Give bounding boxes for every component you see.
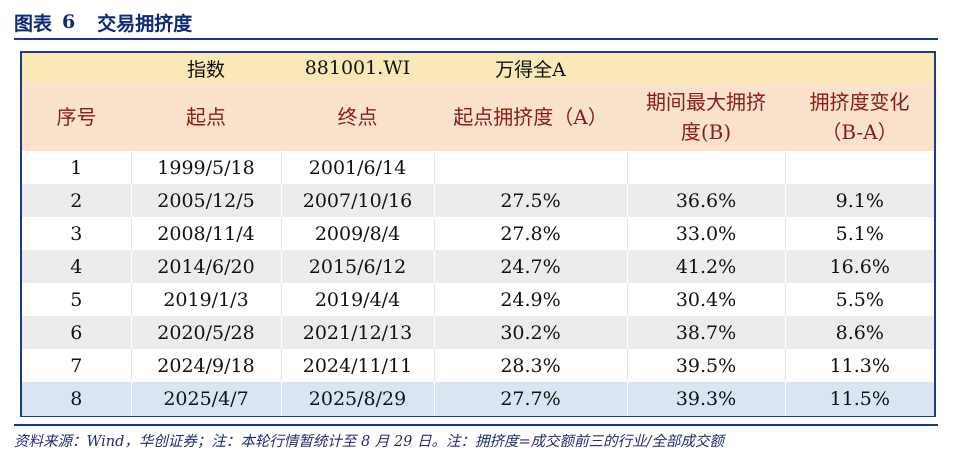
header-change: 拥挤度变化 （B-A） xyxy=(785,83,934,151)
title-divider xyxy=(14,38,938,40)
cell-change: 5.1% xyxy=(785,217,934,250)
index-spacer xyxy=(627,53,785,83)
cell-start-crowd: 27.8% xyxy=(434,217,628,250)
cell-start-crowd xyxy=(434,151,628,184)
cell-end: 2007/10/16 xyxy=(281,184,435,217)
header-start-crowd: 起点拥挤度（A） xyxy=(434,83,627,151)
cell-start-crowd: 24.7% xyxy=(434,250,628,283)
index-label: 指数 xyxy=(131,53,281,83)
cell-change: 8.6% xyxy=(785,316,934,349)
cell-end: 2015/6/12 xyxy=(281,250,435,283)
cell-max-crowd: 36.6% xyxy=(627,184,786,217)
table-row: 1 1999/5/18 2001/6/14 xyxy=(22,151,934,184)
cell-start-crowd: 27.7% xyxy=(434,382,628,416)
figure-title-text: 交易拥挤度 xyxy=(97,12,193,35)
header-max-crowd: 期间最大拥挤 度(B) xyxy=(627,83,785,151)
header-row: 序号 起点 终点 起点拥挤度（A） 期间最大拥挤 度(B) 拥挤度变化 （B-A） xyxy=(22,83,934,151)
cell-start: 1999/5/18 xyxy=(131,151,282,184)
cell-end: 2019/4/4 xyxy=(281,283,435,316)
cell-start: 2019/1/3 xyxy=(131,283,282,316)
index-spacer xyxy=(22,53,131,83)
cell-no: 4 xyxy=(22,250,132,283)
cell-start: 2008/11/4 xyxy=(131,217,282,250)
table-row: 7 2024/9/18 2024/11/11 28.3% 39.5% 11.3% xyxy=(22,349,934,382)
source-note: 资料来源：Wind，华创证券；注：本轮行情暂统计至 8 月 29 日。注：拥挤度… xyxy=(14,434,725,450)
cell-no: 7 xyxy=(22,349,132,382)
index-code: 881001.WI xyxy=(281,53,434,83)
cell-change: 5.5% xyxy=(785,283,934,316)
cell-no: 6 xyxy=(22,316,132,349)
cell-end: 2024/11/11 xyxy=(281,349,435,382)
cell-max-crowd: 33.0% xyxy=(627,217,786,250)
figure-title: 图表 6 交易拥挤度 xyxy=(14,6,938,38)
cell-start: 2025/4/7 xyxy=(131,382,282,416)
cell-max-crowd xyxy=(627,151,786,184)
table-row: 2 2005/12/5 2007/10/16 27.5% 36.6% 9.1% xyxy=(22,184,934,217)
cell-end: 2025/8/29 xyxy=(281,382,435,416)
cell-start-crowd: 28.3% xyxy=(434,349,628,382)
index-spacer xyxy=(785,53,934,83)
data-table-frame: 指数 881001.WI 万得全A 序号 起点 终点 起点拥挤度（A） 期间最大… xyxy=(20,51,936,417)
cell-start: 2020/5/28 xyxy=(131,316,282,349)
header-start: 起点 xyxy=(131,83,281,151)
cell-change: 11.3% xyxy=(785,349,934,382)
cell-no: 1 xyxy=(22,151,132,184)
cell-change: 11.5% xyxy=(785,382,934,416)
cell-change xyxy=(785,151,934,184)
cell-end: 2001/6/14 xyxy=(281,151,435,184)
table-row: 5 2019/1/3 2019/4/4 24.9% 30.4% 5.5% xyxy=(22,283,934,316)
cell-start: 2014/6/20 xyxy=(131,250,282,283)
cell-max-crowd: 30.4% xyxy=(627,283,786,316)
cell-max-crowd: 39.5% xyxy=(627,349,786,382)
cell-no: 3 xyxy=(22,217,132,250)
cell-no: 8 xyxy=(22,382,132,416)
cell-max-crowd: 41.2% xyxy=(627,250,786,283)
index-row: 指数 881001.WI 万得全A xyxy=(22,53,934,83)
cell-start-crowd: 24.9% xyxy=(434,283,628,316)
cell-end: 2021/12/13 xyxy=(281,316,435,349)
cell-start-crowd: 30.2% xyxy=(434,316,628,349)
cell-max-crowd: 39.3% xyxy=(627,382,786,416)
figure-label: 图表 xyxy=(14,12,53,35)
cell-end: 2009/8/4 xyxy=(281,217,435,250)
cell-start-crowd: 27.5% xyxy=(434,184,628,217)
cell-change: 16.6% xyxy=(785,250,934,283)
figure-number: 6 xyxy=(62,11,76,33)
table-row: 4 2014/6/20 2015/6/12 24.7% 41.2% 16.6% xyxy=(22,250,934,283)
cell-no: 2 xyxy=(22,184,132,217)
crowding-table: 指数 881001.WI 万得全A 序号 起点 终点 起点拥挤度（A） 期间最大… xyxy=(22,53,934,416)
header-end: 终点 xyxy=(281,83,434,151)
cell-start: 2005/12/5 xyxy=(131,184,282,217)
header-no: 序号 xyxy=(22,83,131,151)
cell-max-crowd: 38.7% xyxy=(627,316,786,349)
cell-no: 5 xyxy=(22,283,132,316)
cell-change: 9.1% xyxy=(785,184,934,217)
cell-start: 2024/9/18 xyxy=(131,349,282,382)
note-divider xyxy=(14,424,938,426)
table-row: 3 2008/11/4 2009/8/4 27.8% 33.0% 5.1% xyxy=(22,217,934,250)
table-row: 6 2020/5/28 2021/12/13 30.2% 38.7% 8.6% xyxy=(22,316,934,349)
index-name: 万得全A xyxy=(434,53,627,83)
table-row-highlighted: 8 2025/4/7 2025/8/29 27.7% 39.3% 11.5% xyxy=(22,382,934,416)
